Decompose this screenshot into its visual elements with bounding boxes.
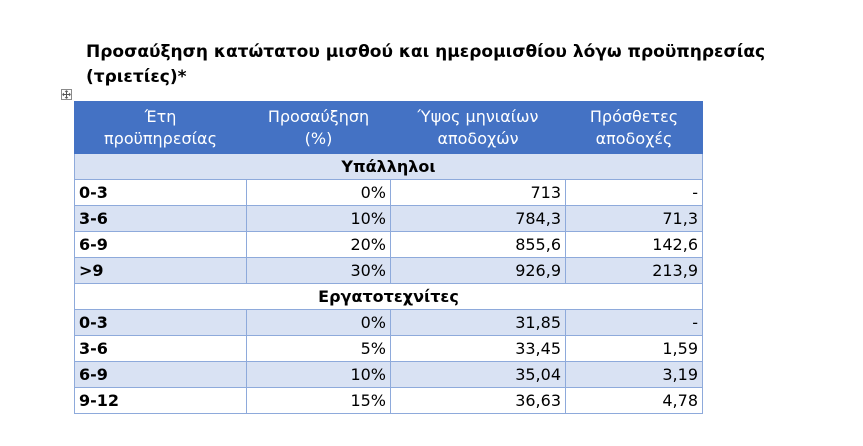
table-header: Έτη προϋπηρεσίας Προσαύξηση (%) Ύψος μην… xyxy=(74,101,703,154)
daily-wage-cell: 31,85 xyxy=(390,309,566,336)
header-years-of-service: Έτη προϋπηρεσίας xyxy=(74,101,247,154)
monthly-cell: 855,6 xyxy=(390,231,566,258)
header-increase-percent: Προσαύξηση (%) xyxy=(246,101,391,154)
percent-cell: 30% xyxy=(246,257,391,284)
years-cell: 0-3 xyxy=(74,309,247,336)
percent-cell: 20% xyxy=(246,231,391,258)
years-cell: 6-9 xyxy=(74,361,247,388)
table-move-handle-icon[interactable] xyxy=(61,89,72,100)
years-cell: 9-12 xyxy=(74,387,247,414)
percent-cell: 10% xyxy=(246,205,391,232)
section-row-workers: Εργατοτεχνίτες xyxy=(74,283,703,310)
table-row: 6-9 20% 855,6 142,6 xyxy=(74,231,703,258)
years-cell: >9 xyxy=(74,257,247,284)
years-cell: 6-9 xyxy=(74,231,247,258)
years-cell: 3-6 xyxy=(74,205,247,232)
section-row-employees: Υπάλληλοι xyxy=(74,153,703,180)
monthly-cell: 713 xyxy=(390,179,566,206)
percent-cell: 15% xyxy=(246,387,391,414)
additional-cell: 213,9 xyxy=(565,257,703,284)
table-body: Υπάλληλοι 0-3 0% 713 - 3-6 10% 784,3 71,… xyxy=(74,153,703,414)
additional-cell: 4,78 xyxy=(565,387,703,414)
table-row: >9 30% 926,9 213,9 xyxy=(74,257,703,284)
document-title: Προσαύξηση κατώτατου μισθού και ημερομισ… xyxy=(86,42,766,87)
years-cell: 0-3 xyxy=(74,179,247,206)
additional-cell: - xyxy=(565,309,703,336)
header-monthly-earnings: Ύψος μηνιαίων αποδοχών xyxy=(390,101,566,154)
monthly-cell: 926,9 xyxy=(390,257,566,284)
table-row: 3-6 10% 784,3 71,3 xyxy=(74,205,703,232)
section-title: Υπάλληλοι xyxy=(74,153,703,180)
years-cell: 3-6 xyxy=(74,335,247,362)
daily-wage-cell: 33,45 xyxy=(390,335,566,362)
daily-wage-cell: 36,63 xyxy=(390,387,566,414)
table-row: 9-12 15% 36,63 4,78 xyxy=(74,387,703,414)
monthly-cell: 784,3 xyxy=(390,205,566,232)
percent-cell: 0% xyxy=(246,309,391,336)
additional-cell: 1,59 xyxy=(565,335,703,362)
table-row: 0-3 0% 31,85 - xyxy=(74,309,703,336)
percent-cell: 10% xyxy=(246,361,391,388)
salary-increase-table: Έτη προϋπηρεσίας Προσαύξηση (%) Ύψος μην… xyxy=(74,101,703,414)
additional-cell: 142,6 xyxy=(565,231,703,258)
additional-cell: 71,3 xyxy=(565,205,703,232)
percent-cell: 0% xyxy=(246,179,391,206)
table-row: 6-9 10% 35,04 3,19 xyxy=(74,361,703,388)
daily-wage-cell: 35,04 xyxy=(390,361,566,388)
additional-cell: - xyxy=(565,179,703,206)
section-title: Εργατοτεχνίτες xyxy=(74,283,703,310)
table-row: 0-3 0% 713 - xyxy=(74,179,703,206)
percent-cell: 5% xyxy=(246,335,391,362)
header-additional-earnings: Πρόσθετες αποδοχές xyxy=(565,101,703,154)
table-row: 3-6 5% 33,45 1,59 xyxy=(74,335,703,362)
additional-cell: 3,19 xyxy=(565,361,703,388)
